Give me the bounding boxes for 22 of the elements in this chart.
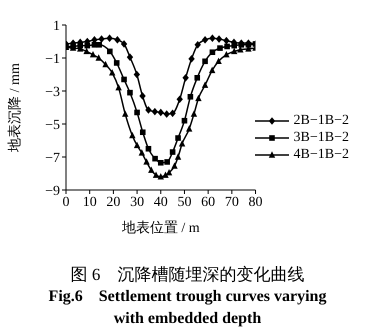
x-tick-label: 20 — [106, 194, 120, 210]
x-axis-title: 地表位置 / m — [120, 220, 200, 236]
x-tick-label: 50 — [177, 194, 192, 210]
y-tick-label: −9 — [45, 184, 60, 199]
x-tick-label: 80 — [248, 194, 263, 210]
y-axis-title: 地表沉降 / mm — [6, 63, 23, 153]
x-tick-label: 0 — [62, 194, 70, 210]
x-tick-label: 70 — [224, 194, 239, 210]
legend-label: 3B−1B−2 — [294, 129, 349, 146]
y-tick-label: −7 — [45, 150, 60, 166]
x-tick-label: 30 — [130, 194, 144, 210]
legend-label: 4B−1B−2 — [294, 146, 349, 163]
x-tick-label: 60 — [201, 194, 216, 210]
y-tick-label: −1 — [45, 52, 60, 67]
legend-label: 2B−1B−2 — [294, 112, 349, 129]
caption: 图 6 沉降槽随埋深的变化曲线 — [70, 264, 306, 286]
y-tick-label: 1 — [53, 18, 60, 34]
x-tick-label: 10 — [82, 194, 97, 210]
caption: Fig.6 Settlement trough curves varying with embedded depth — [48, 287, 328, 329]
y-tick-label: −5 — [45, 118, 60, 133]
x-tick-label: 40 — [154, 194, 168, 210]
y-tick-label: −3 — [45, 84, 60, 100]
